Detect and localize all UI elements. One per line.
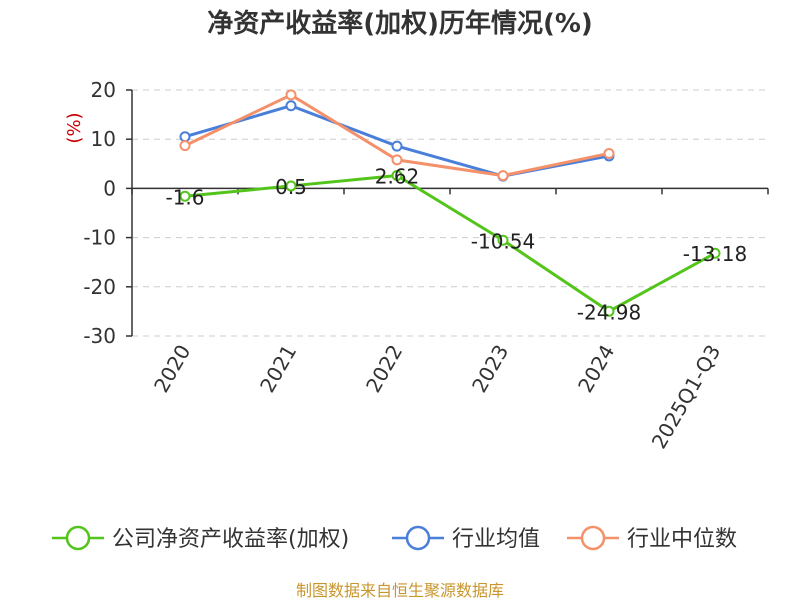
legend-label: 行业均值	[452, 527, 540, 552]
legend-marker	[65, 525, 91, 551]
x-tick-label: 2025Q1-Q3	[647, 341, 726, 453]
data-point	[391, 140, 403, 152]
data-label: -10.54	[471, 229, 535, 253]
series-line-0	[184, 174, 716, 313]
legend-label: 公司净资产收益率(加权)	[112, 527, 349, 552]
legend-marker	[580, 525, 606, 551]
y-tick-label: 20	[91, 78, 116, 102]
data-point	[179, 140, 191, 152]
y-axis-unit: (%)	[64, 112, 85, 143]
series-group: -1.6 0.5 2.62 -10.54 -24.98 -13.18	[165, 89, 747, 324]
legend-label: 行业中位数	[627, 527, 737, 552]
data-point	[497, 170, 509, 182]
y-tick-label: -30	[83, 324, 116, 348]
data-point	[285, 180, 297, 192]
data-label: -24.98	[577, 300, 641, 324]
data-point	[179, 131, 191, 143]
data-label: -13.18	[683, 242, 747, 266]
grid-lines	[132, 89, 768, 337]
data-point	[497, 234, 509, 246]
chart-title: 净资产收益率(加权)历年情况(%)	[207, 8, 593, 39]
y-tick-label: -10	[83, 226, 116, 250]
data-label: -1.6	[165, 185, 204, 209]
data-point	[709, 247, 721, 259]
x-tick-label: 2020	[149, 341, 195, 397]
y-tick-label: 10	[91, 127, 116, 151]
y-tick-label: -20	[83, 275, 116, 299]
data-point	[391, 170, 403, 182]
legend-marker	[405, 525, 431, 551]
data-point	[603, 305, 615, 317]
x-tick-label: 2024	[573, 341, 619, 397]
data-point	[285, 100, 297, 112]
data-point	[391, 154, 403, 166]
data-point	[179, 190, 191, 202]
y-tick-label: 0	[103, 176, 116, 200]
data-label: 2.62	[375, 165, 420, 189]
data-source: 制图数据来自恒生聚源数据库	[296, 581, 504, 600]
x-tick-label: 2021	[255, 341, 301, 397]
data-point	[285, 89, 297, 101]
x-tick-label: 2022	[361, 341, 407, 397]
data-label: 0.5	[275, 175, 307, 199]
legend: 公司净资产收益率(加权) 行业均值 行业中位数	[52, 525, 737, 552]
x-tick-label: 2023	[467, 341, 513, 397]
data-point	[603, 147, 615, 159]
